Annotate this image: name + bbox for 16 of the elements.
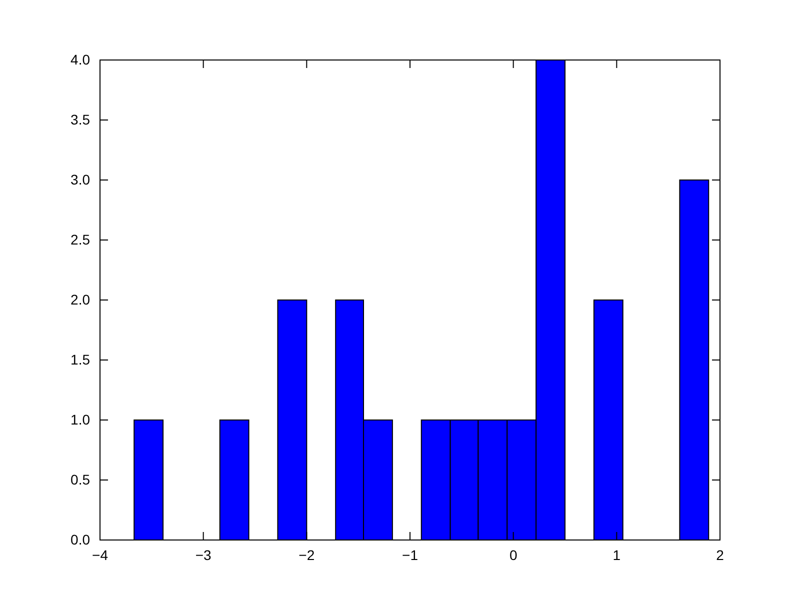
y-tick-label: 3.5 — [70, 111, 90, 128]
y-tick-label: 1.0 — [70, 411, 90, 428]
y-tick-label: 1.5 — [70, 351, 90, 368]
y-tick-label: 0.0 — [70, 531, 90, 548]
x-tick-label: 0 — [509, 546, 518, 563]
y-tick-label: 2.5 — [70, 231, 90, 248]
x-tick-label: −1 — [402, 546, 418, 563]
x-tick-label: −2 — [298, 546, 315, 563]
x-tick-label: 2 — [716, 546, 724, 563]
y-tick-label: 3.0 — [70, 171, 90, 188]
x-tick-label: −4 — [92, 546, 108, 563]
x-tick-label: −3 — [195, 546, 212, 563]
x-tick-label: 1 — [612, 546, 621, 563]
y-tick-label: 0.5 — [70, 471, 90, 488]
y-tick-label: 2.0 — [70, 291, 90, 308]
y-tick-label: 4.0 — [70, 51, 90, 68]
